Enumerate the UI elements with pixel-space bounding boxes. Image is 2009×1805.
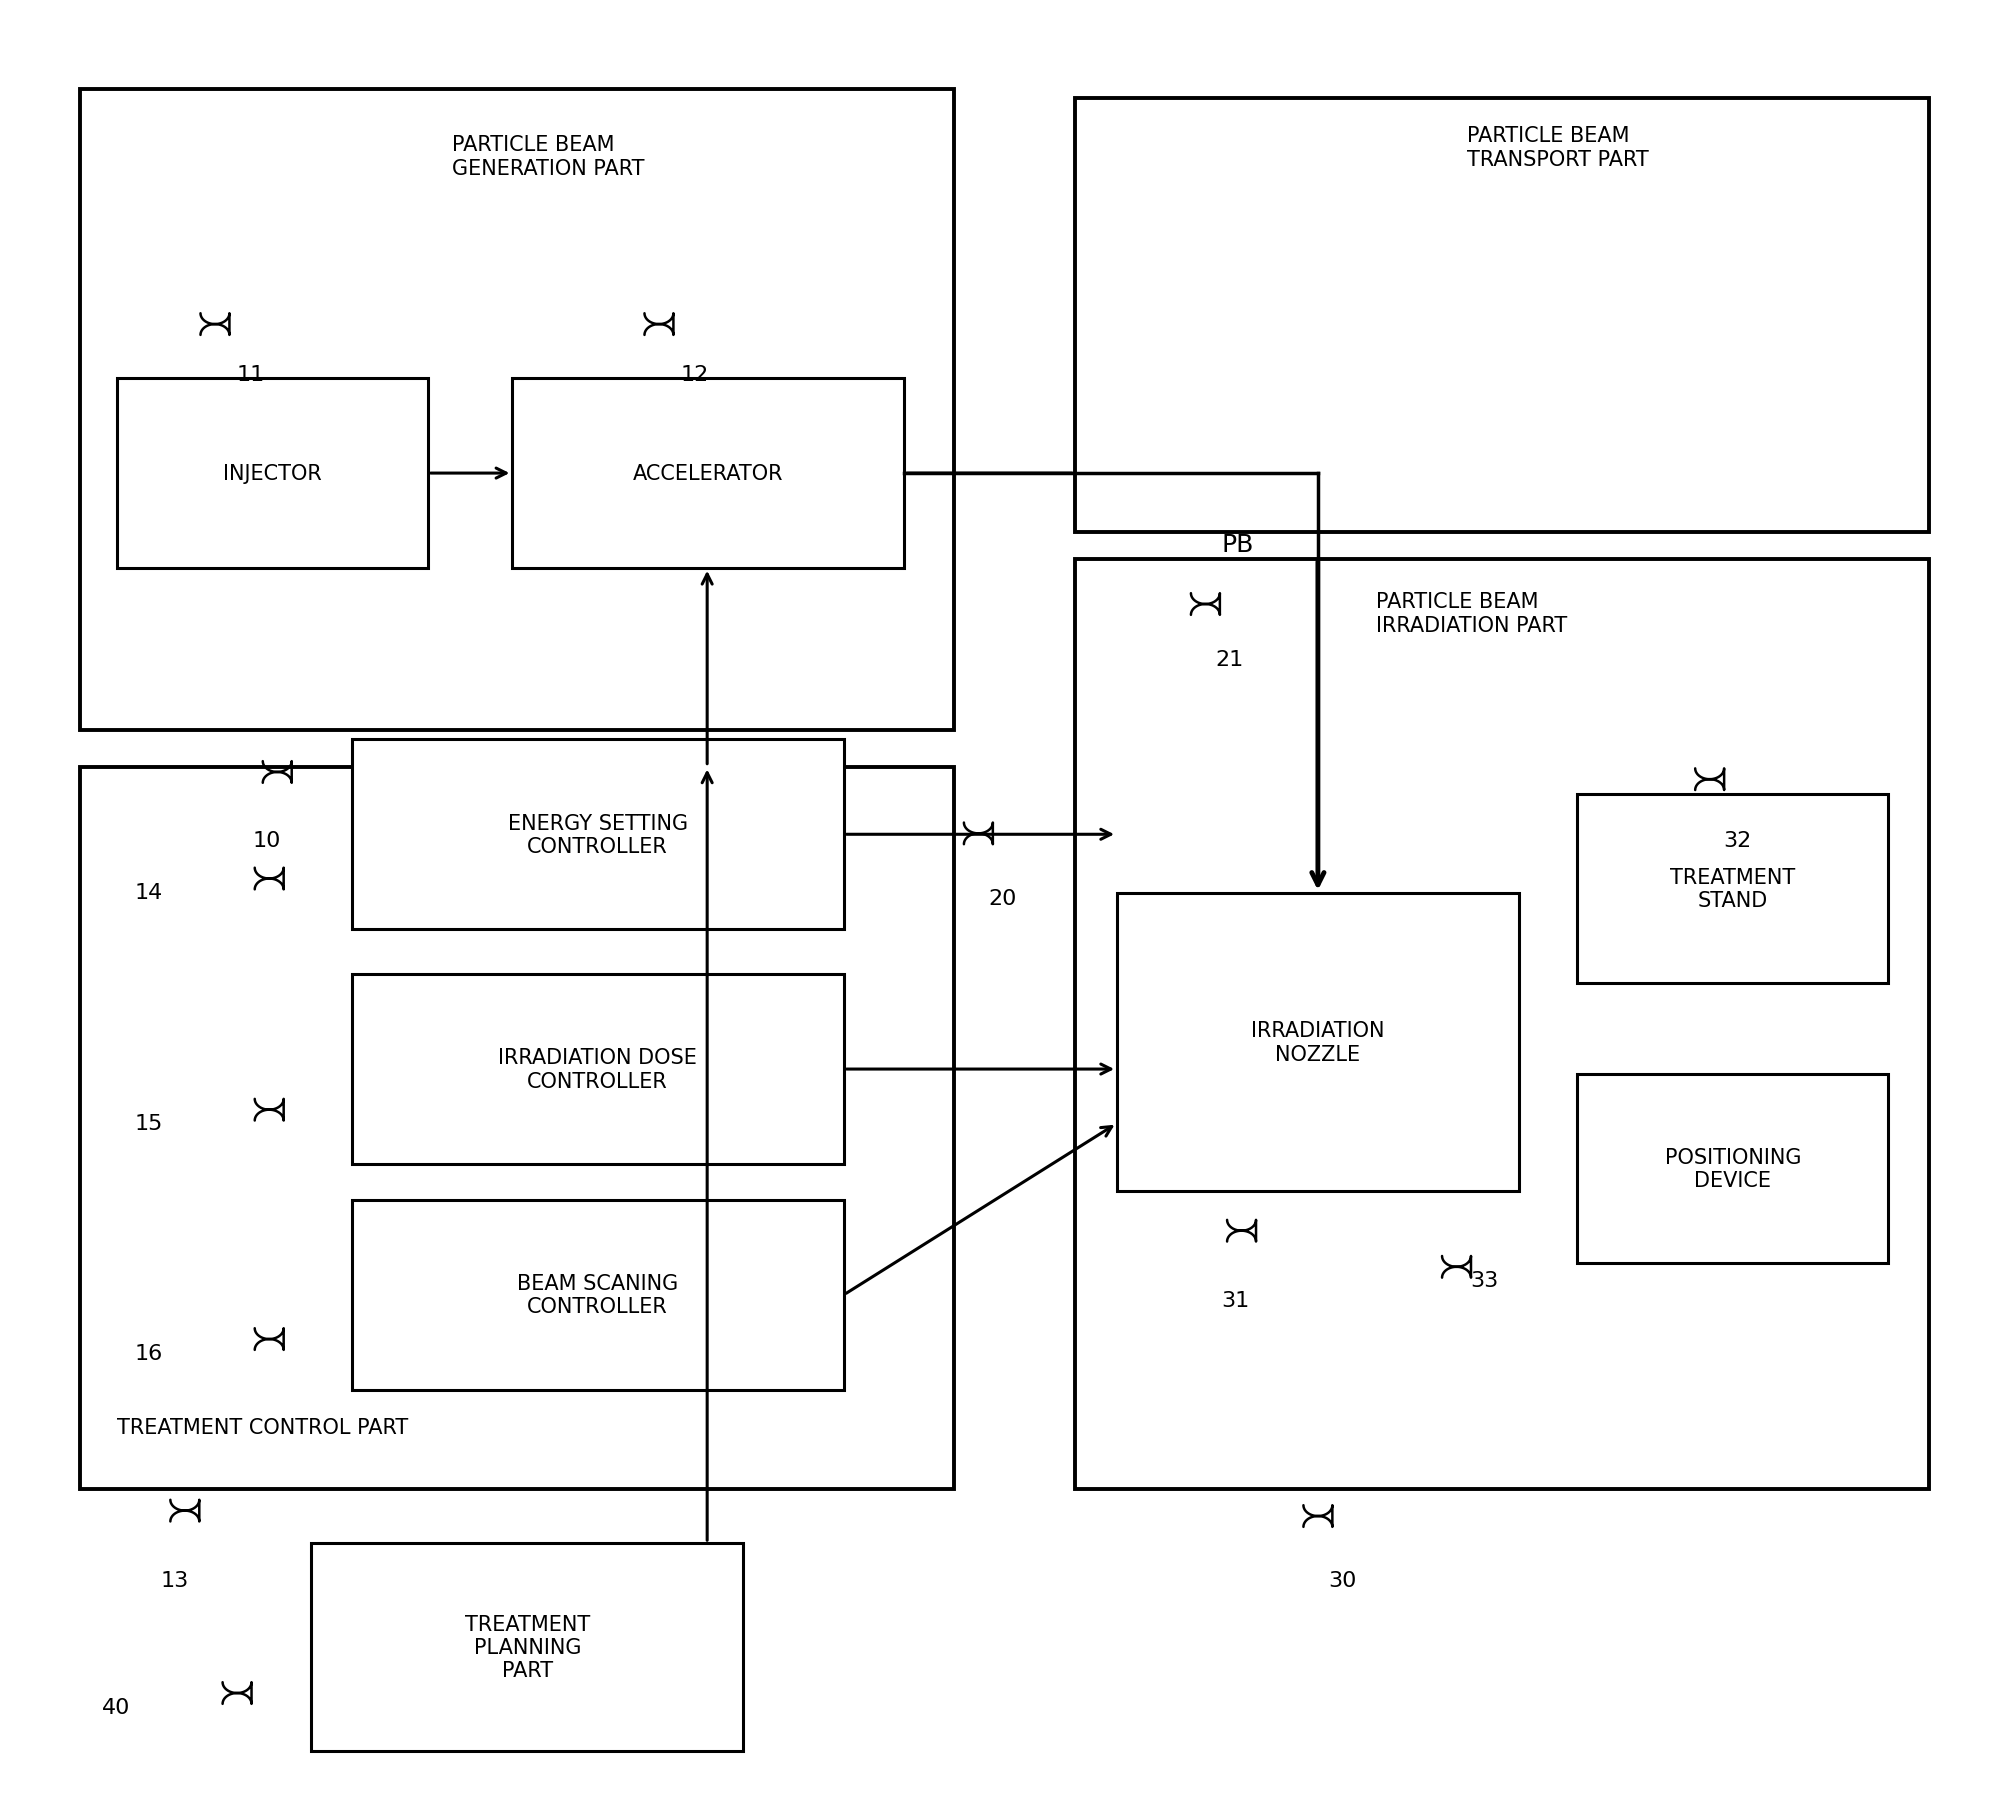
Text: INJECTOR: INJECTOR (223, 464, 321, 484)
Bar (311, 1543, 743, 1751)
Text: 31: 31 (1221, 1291, 1250, 1310)
Text: ENERGY SETTING
CONTROLLER: ENERGY SETTING CONTROLLER (508, 814, 687, 856)
Text: 12: 12 (681, 365, 709, 384)
Bar (352, 1200, 844, 1390)
Bar (352, 975, 844, 1164)
Bar (1577, 1074, 1888, 1264)
Bar (117, 379, 428, 569)
Bar (1075, 99, 1929, 532)
Text: TREATMENT CONTROL PART: TREATMENT CONTROL PART (117, 1417, 408, 1437)
Text: 30: 30 (1328, 1570, 1356, 1590)
Text: IRRADIATION
NOZZLE: IRRADIATION NOZZLE (1252, 1022, 1384, 1063)
Text: 40: 40 (102, 1697, 131, 1717)
Bar (1117, 893, 1519, 1191)
Text: 14: 14 (135, 883, 163, 902)
Bar (80, 767, 954, 1489)
Text: 16: 16 (135, 1343, 163, 1363)
Text: 10: 10 (253, 830, 281, 850)
Text: PARTICLE BEAM
IRRADIATION PART: PARTICLE BEAM IRRADIATION PART (1376, 592, 1567, 635)
Text: 13: 13 (161, 1570, 189, 1590)
Text: PARTICLE BEAM
TRANSPORT PART: PARTICLE BEAM TRANSPORT PART (1467, 126, 1647, 170)
Text: PARTICLE BEAM
GENERATION PART: PARTICLE BEAM GENERATION PART (452, 135, 645, 179)
Text: 15: 15 (135, 1114, 163, 1134)
Bar (512, 379, 904, 569)
Text: PB: PB (1221, 532, 1254, 558)
Bar (352, 740, 844, 930)
Text: TREATMENT
STAND: TREATMENT STAND (1669, 868, 1796, 910)
Text: 11: 11 (237, 365, 265, 384)
Text: POSITIONING
DEVICE: POSITIONING DEVICE (1665, 1148, 1800, 1189)
Bar (80, 90, 954, 731)
Text: BEAM SCANING
CONTROLLER: BEAM SCANING CONTROLLER (516, 1274, 679, 1316)
Text: 33: 33 (1471, 1271, 1499, 1291)
Text: IRRADIATION DOSE
CONTROLLER: IRRADIATION DOSE CONTROLLER (498, 1049, 697, 1090)
Bar (1075, 560, 1929, 1489)
Bar (1577, 794, 1888, 984)
Text: TREATMENT
PLANNING
PART: TREATMENT PLANNING PART (464, 1614, 591, 1680)
Text: 20: 20 (988, 888, 1017, 908)
Text: ACCELERATOR: ACCELERATOR (633, 464, 784, 484)
Text: 21: 21 (1215, 650, 1244, 670)
Text: 32: 32 (1724, 830, 1752, 850)
